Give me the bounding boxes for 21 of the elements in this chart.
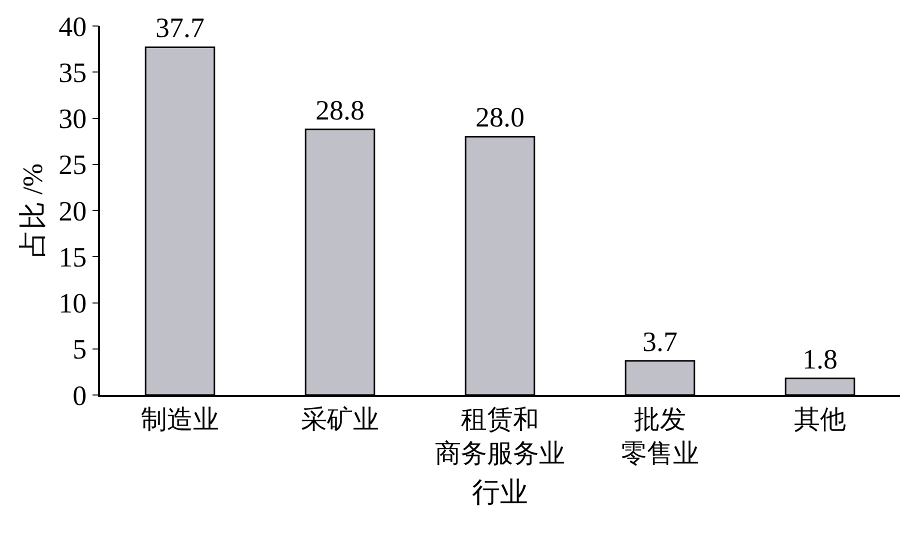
y-tick-label: 0 <box>72 380 87 412</box>
x-tick-label: 租赁和商务服务业 <box>435 404 565 468</box>
data-label: 37.7 <box>156 13 204 44</box>
x-tick-label: 其他 <box>794 404 846 434</box>
y-tick-label: 35 <box>58 58 87 89</box>
y-tick-label: 15 <box>58 242 87 274</box>
x-tick-label: 采矿业 <box>301 404 379 434</box>
y-tick-label: 20 <box>58 196 87 228</box>
x-axis-title: 行业 <box>472 477 528 508</box>
y-axis-title: 占比 /% <box>18 163 49 258</box>
data-label: 28.8 <box>316 95 364 126</box>
y-tick-label: 40 <box>58 12 87 43</box>
data-label: 1.8 <box>802 344 838 376</box>
data-label: 3.7 <box>642 326 678 358</box>
y-tick-label: 10 <box>58 288 87 320</box>
y-tick-label: 30 <box>58 104 87 136</box>
data-label: 28.0 <box>476 102 524 134</box>
y-tick-label: 25 <box>58 150 87 182</box>
x-tick-label: 批发零售业 <box>621 404 699 468</box>
y-tick-label: 5 <box>72 334 87 366</box>
x-tick-label: 制造业 <box>141 404 219 434</box>
